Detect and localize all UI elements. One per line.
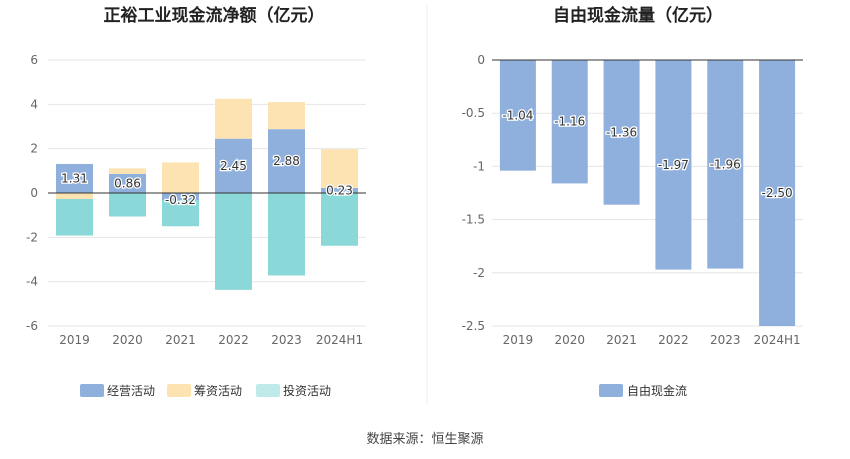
left-x-tick-label: 2021 [165, 333, 196, 347]
left-bar-operating [109, 173, 146, 193]
right-data-label: -1.97 [658, 158, 689, 172]
left-legend-swatch [80, 384, 104, 397]
right-chart-title: 自由现金流量（亿元） [553, 5, 723, 26]
left-bar-investing [56, 198, 93, 236]
left-data-label: -0.32 [165, 193, 196, 207]
right-x-tick-label: 2020 [554, 333, 585, 347]
right-data-label: -2.50 [762, 186, 793, 200]
left-legend-label: 投资活动 [283, 383, 331, 398]
right-y-tick-label: -1 [473, 159, 485, 173]
left-y-tick-label: 6 [30, 53, 38, 67]
left-x-tick-label: 2020 [112, 333, 143, 347]
right-data-label: -1.16 [554, 115, 585, 129]
left-data-label: 0.23 [326, 183, 353, 197]
left-x-tick-label: 2023 [271, 333, 302, 347]
left-y-tick-label: -6 [26, 319, 38, 333]
left-legend-swatch [167, 384, 191, 397]
right-x-tick-label: 2021 [606, 333, 637, 347]
right-bar-fcf [603, 60, 640, 205]
left-data-label: 2.88 [273, 154, 300, 168]
left-data-label: 0.86 [114, 176, 141, 190]
right-x-tick-label: 2019 [503, 333, 534, 347]
right-x-tick-label: 2022 [658, 333, 689, 347]
left-bar-investing [215, 193, 252, 290]
right-bar-fcf [707, 60, 744, 269]
left-y-tick-label: -4 [26, 275, 38, 289]
left-bar-investing [109, 193, 146, 217]
left-bar-investing [321, 193, 358, 246]
right-bar-fcf [655, 60, 692, 270]
left-y-tick-label: 4 [30, 97, 38, 111]
left-bar-operating [215, 138, 252, 193]
left-x-tick-label: 2024H1 [316, 333, 363, 347]
left-bar-investing [268, 193, 305, 276]
right-bar-fcf [759, 60, 796, 326]
left-bar-financing [109, 168, 146, 174]
right-x-tick-label: 2024H1 [753, 333, 800, 347]
right-y-tick-label: 0 [477, 53, 485, 67]
right-legend-label: 自由现金流 [627, 383, 687, 398]
left-y-tick-label: -2 [26, 230, 38, 244]
left-x-tick-label: 2022 [218, 333, 249, 347]
left-bar-financing [268, 102, 305, 130]
left-bar-financing [56, 193, 93, 199]
left-data-label: 1.31 [61, 171, 88, 185]
right-data-label: -1.04 [502, 108, 533, 122]
left-legend-label: 筹资活动 [194, 384, 242, 398]
left-bar-financing [162, 162, 199, 193]
left-bar-financing [215, 98, 252, 139]
right-y-tick-label: -1.5 [462, 213, 485, 227]
data-source-note: 数据来源：恒生聚源 [366, 432, 484, 447]
left-y-tick-label: 0 [30, 186, 38, 200]
right-y-tick-label: -0.5 [462, 106, 485, 120]
left-x-tick-label: 2019 [59, 333, 90, 347]
left-legend-label: 经营活动 [107, 384, 155, 398]
right-x-tick-label: 2023 [710, 333, 741, 347]
left-bar-investing [162, 200, 199, 227]
right-data-label: -1.96 [710, 157, 741, 171]
left-bar-operating [268, 129, 305, 193]
left-bar-operating [321, 187, 358, 193]
right-bar-fcf [499, 60, 536, 171]
right-y-tick-label: -2.5 [462, 319, 485, 333]
right-y-tick-label: -2 [473, 266, 485, 280]
left-data-label: 2.45 [220, 159, 247, 173]
left-bar-financing [321, 149, 358, 188]
left-bar-operating [162, 193, 199, 201]
right-bar-fcf [551, 60, 588, 184]
left-chart-title: 正裕工业现金流净额（亿元） [104, 5, 325, 26]
left-y-tick-label: 2 [30, 142, 38, 156]
left-bar-operating [56, 163, 93, 193]
right-data-label: -1.36 [606, 125, 637, 139]
right-legend-swatch [599, 384, 623, 397]
left-legend-swatch [256, 384, 280, 397]
